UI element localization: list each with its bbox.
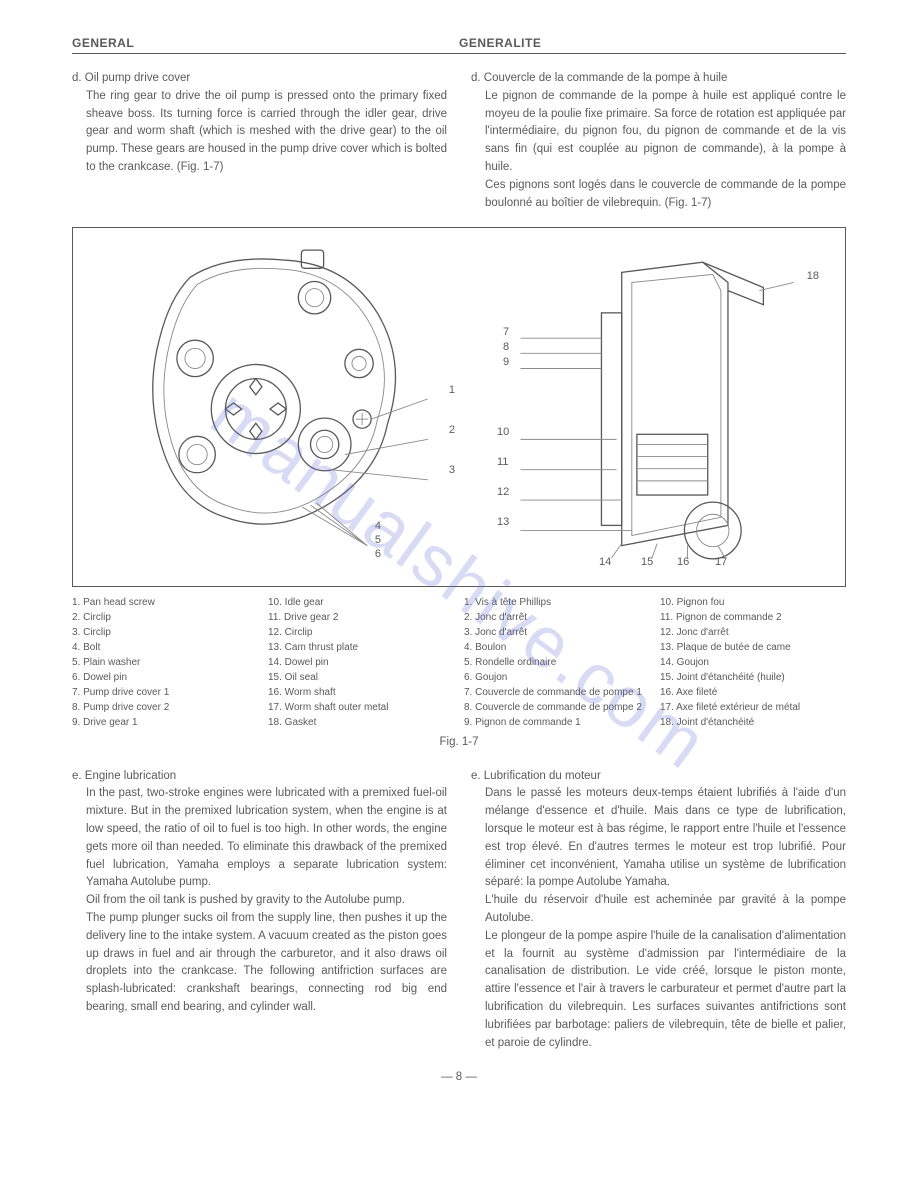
legend-item: 18. Joint d'étanchéité (660, 715, 846, 730)
header-right: GENERALITE (459, 36, 846, 50)
legend-fr-a: 1. Vis à tête Phillips2. Jonc d'arrêt3. … (464, 595, 650, 730)
section-e-en-label: e. Engine lubrication (72, 768, 447, 786)
legend-item: 15. Oil seal (268, 670, 454, 685)
legend-item: 14. Goujon (660, 655, 846, 670)
figure-legend: 1. Pan head screw2. Circlip3. Circlip4. … (72, 595, 846, 730)
section-e-en-p2: Oil from the oil tank is pushed by gravi… (72, 892, 447, 910)
section-d-fr-body2: Ces pignons sont logés dans le couvercle… (471, 177, 846, 213)
callout-12: 12 (497, 486, 509, 498)
section-d-fr: d. Couvercle de la commande de la pompe … (471, 70, 846, 213)
section-e-fr-p2: L'huile du réservoir d'huile est achemin… (471, 892, 846, 928)
legend-item: 13. Plaque de butée de came (660, 640, 846, 655)
header-left: GENERAL (72, 36, 459, 50)
legend-item: 4. Boulon (464, 640, 650, 655)
legend-item: 17. Axe fileté extérieur de métal (660, 700, 846, 715)
callout-4: 4 (375, 520, 381, 532)
legend-item: 14. Dowel pin (268, 655, 454, 670)
legend-item: 1. Pan head screw (72, 595, 258, 610)
callout-3: 3 (449, 464, 455, 476)
section-e-fr-label: e. Lubrification du moteur (471, 768, 846, 786)
section-e-fr: e. Lubrification du moteur Dans le passé… (471, 768, 846, 1053)
callout-15: 15 (641, 556, 653, 568)
section-d-en: d. Oil pump drive cover The ring gear to… (72, 70, 447, 213)
figure-1-7: 1 2 3 4 5 6 (72, 227, 846, 587)
legend-en-a: 1. Pan head screw2. Circlip3. Circlip4. … (72, 595, 258, 730)
legend-en-b: 10. Idle gear11. Drive gear 212. Circlip… (268, 595, 454, 730)
legend-item: 11. Pignon de commande 2 (660, 610, 846, 625)
callout-7: 7 (503, 326, 509, 338)
callout-14: 14 (599, 556, 611, 568)
legend-item: 6. Dowel pin (72, 670, 258, 685)
legend-fr-b: 10. Pignon fou11. Pignon de commande 212… (660, 595, 846, 730)
legend-item: 10. Pignon fou (660, 595, 846, 610)
legend-item: 15. Joint d'étanchéité (huile) (660, 670, 846, 685)
legend-item: 9. Drive gear 1 (72, 715, 258, 730)
callout-1: 1 (449, 384, 455, 396)
section-e: e. Engine lubrication In the past, two-s… (72, 768, 846, 1053)
legend-item: 11. Drive gear 2 (268, 610, 454, 625)
legend-item: 13. Cam thrust plate (268, 640, 454, 655)
callout-6: 6 (375, 548, 381, 560)
legend-item: 9. Pignon de commande 1 (464, 715, 650, 730)
legend-item: 3. Circlip (72, 625, 258, 640)
legend-item: 7. Couvercle de commande de pompe 1 (464, 685, 650, 700)
legend-item: 8. Pump drive cover 2 (72, 700, 258, 715)
section-e-fr-p1: Dans le passé les moteurs deux-temps éta… (471, 785, 846, 892)
legend-item: 1. Vis à tête Phillips (464, 595, 650, 610)
callout-18: 18 (807, 270, 819, 282)
section-e-en-p3: The pump plunger sucks oil from the supp… (72, 910, 447, 1017)
legend-item: 3. Jonc d'arrêt (464, 625, 650, 640)
legend-item: 16. Worm shaft (268, 685, 454, 700)
page-number: — 8 — (72, 1071, 846, 1083)
legend-item: 2. Jonc d'arrêt (464, 610, 650, 625)
section-d-fr-body1: Le pignon de commande de la pompe à huil… (471, 88, 846, 177)
section-e-en-p1: In the past, two-stroke engines were lub… (72, 785, 447, 892)
legend-item: 16. Axe fileté (660, 685, 846, 700)
page-header: GENERAL GENERALITE (72, 36, 846, 54)
figure-caption: Fig. 1-7 (72, 736, 846, 748)
legend-item: 4. Bolt (72, 640, 258, 655)
section-d-en-body: The ring gear to drive the oil pump is p… (72, 88, 447, 177)
legend-item: 5. Rondelle ordinaire (464, 655, 650, 670)
section-d: d. Oil pump drive cover The ring gear to… (72, 70, 846, 213)
figure-left-drawing: 1 2 3 4 5 6 (83, 242, 459, 576)
legend-item: 7. Pump drive cover 1 (72, 685, 258, 700)
callout-5: 5 (375, 534, 381, 546)
section-e-fr-p3: Le plongeur de la pompe aspire l'huile d… (471, 928, 846, 1053)
legend-item: 10. Idle gear (268, 595, 454, 610)
callout-13: 13 (497, 516, 509, 528)
legend-item: 8. Couvercle de commande de pompe 2 (464, 700, 650, 715)
section-e-en: e. Engine lubrication In the past, two-s… (72, 768, 447, 1053)
legend-item: 12. Jonc d'arrêt (660, 625, 846, 640)
legend-item: 5. Plain washer (72, 655, 258, 670)
callout-2: 2 (449, 424, 455, 436)
section-d-fr-label: d. Couvercle de la commande de la pompe … (471, 70, 846, 88)
callout-10: 10 (497, 426, 509, 438)
legend-item: 17. Worm shaft outer metal (268, 700, 454, 715)
legend-item: 12. Circlip (268, 625, 454, 640)
legend-item: 2. Circlip (72, 610, 258, 625)
callout-16: 16 (677, 556, 689, 568)
callout-11: 11 (497, 456, 508, 468)
figure-right-drawing: 7 8 9 10 11 12 13 14 15 16 17 18 (459, 242, 835, 576)
legend-item: 6. Goujon (464, 670, 650, 685)
legend-item: 18. Gasket (268, 715, 454, 730)
callout-9: 9 (503, 356, 509, 368)
callout-17: 17 (715, 556, 727, 568)
callout-8: 8 (503, 341, 509, 353)
section-d-en-label: d. Oil pump drive cover (72, 70, 447, 88)
